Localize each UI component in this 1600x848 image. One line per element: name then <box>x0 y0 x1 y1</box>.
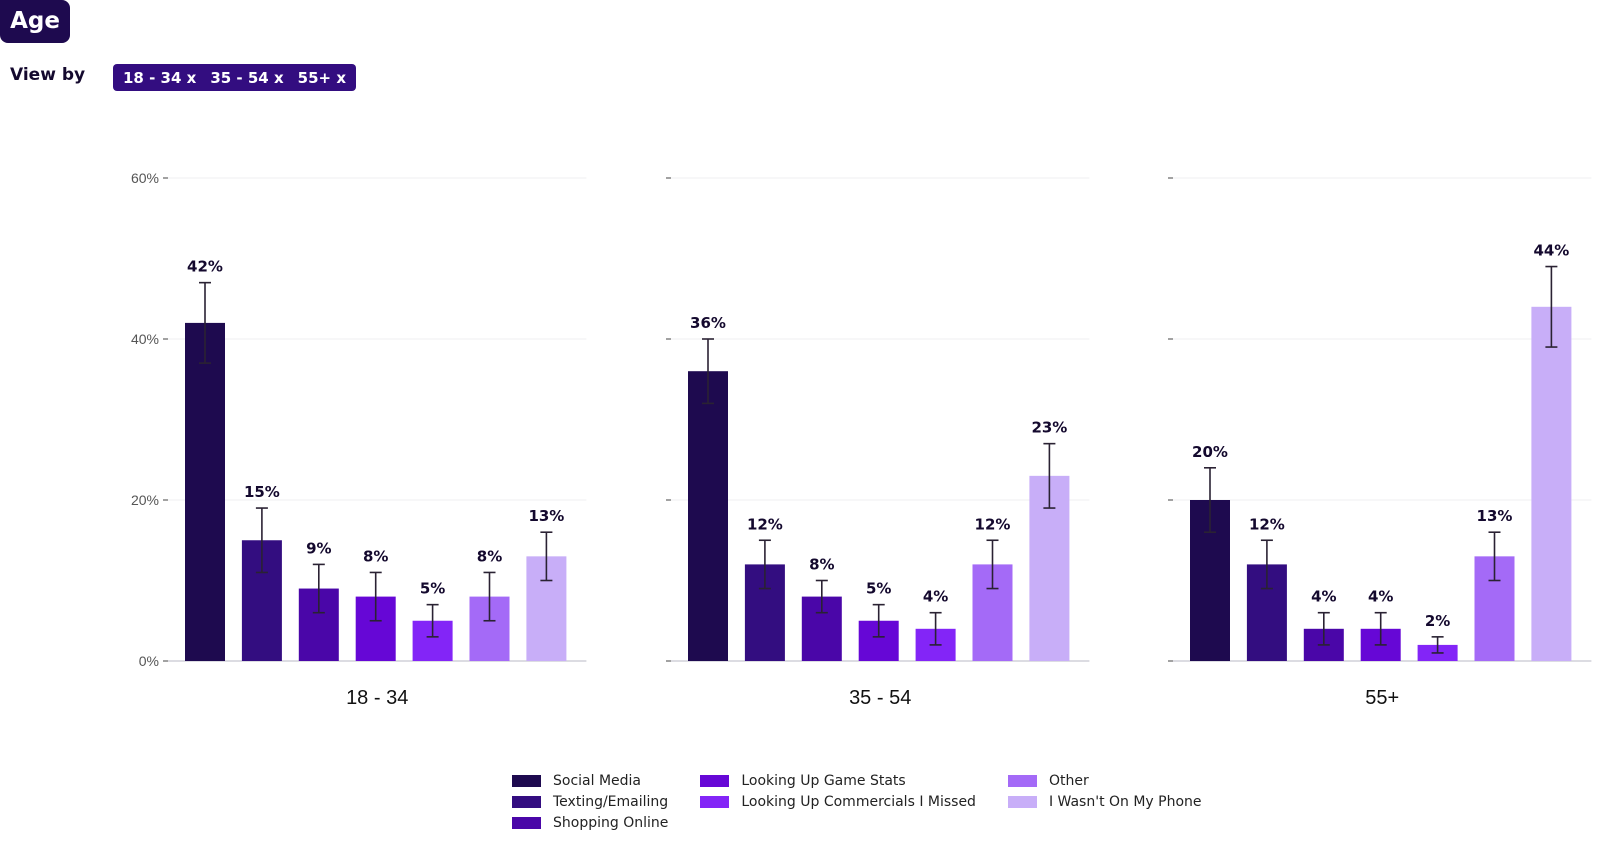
x-category-label: 55+ <box>1365 687 1399 709</box>
data-label: 8% <box>809 556 834 574</box>
data-label: 23% <box>1031 419 1067 437</box>
legend-column: Social Media Texting/Emailing Shopping O… <box>512 773 668 831</box>
legend-swatch <box>512 775 541 787</box>
legend-item-texting-emailing: Texting/Emailing <box>512 794 668 810</box>
data-label: 4% <box>923 588 948 606</box>
filter-chip-35-54[interactable]: 35 - 54 x <box>210 68 284 87</box>
y-tick-label: 60% <box>131 170 159 186</box>
legend-item-commercials: Looking Up Commercials I Missed <box>700 794 976 810</box>
legend-item-game-stats: Looking Up Game Stats <box>700 773 976 789</box>
bar-social-media <box>688 371 728 661</box>
legend-swatch <box>1007 796 1037 808</box>
data-label: 9% <box>306 539 331 557</box>
x-category-label: 18 - 34 <box>346 687 408 709</box>
data-label: 12% <box>1249 515 1285 533</box>
legend-label: I Wasn't On My Phone <box>1048 794 1202 810</box>
data-label: 8% <box>363 547 388 565</box>
data-label: 5% <box>866 580 891 598</box>
legend-label: Other <box>1048 773 1089 789</box>
filter-chip-18-34[interactable]: 18 - 34 x <box>123 68 197 87</box>
legend-swatch <box>1007 775 1037 787</box>
legend-swatch <box>700 775 730 787</box>
y-tick-label: 0% <box>139 653 159 669</box>
data-label: 8% <box>477 547 502 565</box>
data-label: 13% <box>528 507 564 525</box>
legend-label: Texting/Emailing <box>553 794 669 810</box>
x-category-label: 35 - 54 <box>849 687 911 709</box>
data-label: 36% <box>690 314 726 332</box>
y-tick-label: 40% <box>131 331 159 347</box>
legend-label: Shopping Online <box>553 815 669 831</box>
data-label: 4% <box>1311 588 1336 606</box>
legend-item-social-media: Social Media <box>512 773 668 789</box>
legend-item-not-on-phone: I Wasn't On My Phone <box>1007 794 1202 810</box>
filter-chip-55-plus[interactable]: 55+ x <box>297 68 346 87</box>
data-label: 20% <box>1192 443 1228 461</box>
data-label: 15% <box>244 483 280 501</box>
data-label: 2% <box>1425 612 1450 630</box>
bar-i-wasn-t-on-my-phone <box>1531 306 1572 661</box>
data-label: 5% <box>420 580 445 598</box>
legend-swatch <box>700 796 730 808</box>
legend-label: Looking Up Commercials I Missed <box>741 794 976 810</box>
data-label: 12% <box>975 515 1011 533</box>
data-label: 44% <box>1533 242 1569 260</box>
legend-label: Social Media <box>553 773 642 789</box>
data-label: 13% <box>1477 507 1513 525</box>
legend-swatch <box>512 796 541 808</box>
data-label: 12% <box>747 515 783 533</box>
legend-item-shopping-online: Shopping Online <box>512 815 668 831</box>
bar-social-media <box>185 322 225 661</box>
data-label: 4% <box>1368 588 1393 606</box>
view-by-label: View by <box>10 65 86 85</box>
legend-column: Looking Up Game Stats Looking Up Commerc… <box>700 773 976 831</box>
data-label: 42% <box>187 258 223 276</box>
page-title: Age <box>0 0 70 43</box>
view-by-filter-chips: 18 - 34 x 35 - 54 x 55+ x <box>113 64 356 91</box>
legend-label: Looking Up Game Stats <box>741 773 906 789</box>
legend-column: Other I Wasn't On My Phone <box>1007 773 1202 831</box>
legend-swatch <box>512 817 541 829</box>
y-tick-label: 20% <box>131 492 159 508</box>
legend-item-other: Other <box>1007 773 1202 789</box>
chart-legend: Social Media Texting/Emailing Shopping O… <box>512 773 1202 831</box>
